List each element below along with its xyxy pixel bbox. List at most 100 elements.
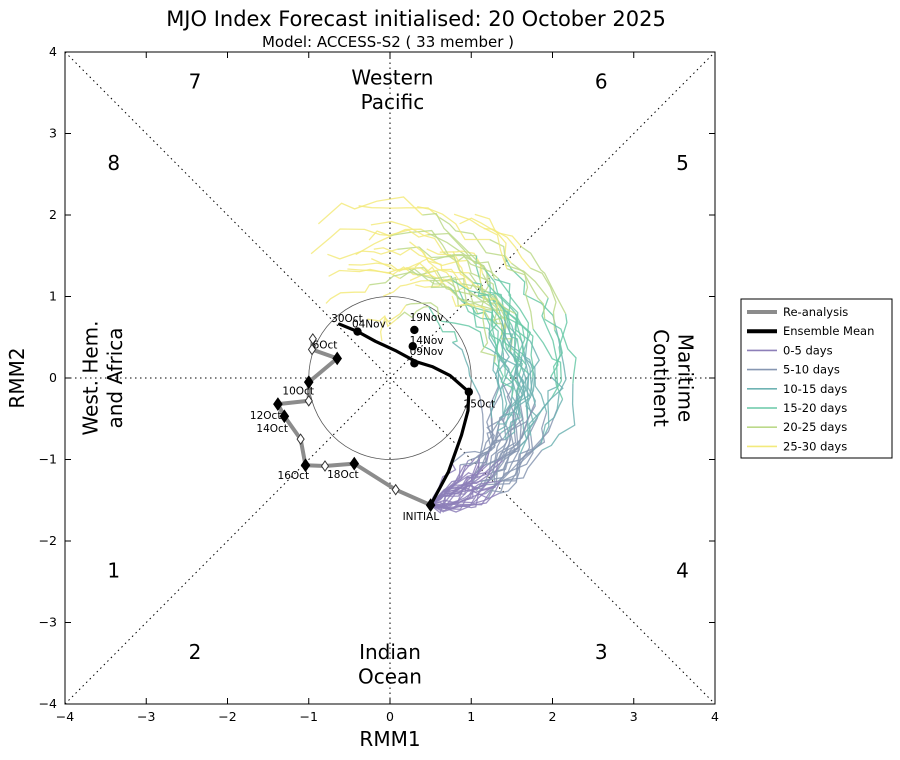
member-m30-seg5 [433, 253, 499, 279]
x-tick-label-7: 3 [630, 709, 638, 724]
member-m27-seg1 [430, 460, 504, 506]
member-m30-seg6 [373, 247, 434, 261]
member-m32-seg6 [405, 262, 463, 284]
member-m32-seg3 [497, 377, 534, 432]
member-m33-seg5 [479, 318, 497, 363]
member-m17-seg3 [452, 341, 479, 393]
member-m29-seg2 [490, 449, 543, 493]
member-m27-seg4 [473, 282, 506, 320]
region-indian-ocean-l2: Ocean [358, 665, 422, 689]
member-m28-seg3 [520, 339, 548, 413]
y-tick-label-0: −4 [39, 696, 57, 711]
member-m13-seg6 [328, 268, 401, 280]
member-m31-seg2 [469, 417, 493, 467]
legend-label-3: 0-5 days [783, 343, 833, 357]
guide-diagonal-2 [64, 51, 716, 705]
member-m27-seg3 [503, 319, 518, 391]
member-m14-seg6 [370, 220, 445, 253]
reanalysis-marker-filled-6 [349, 456, 360, 471]
member-m31-seg1 [430, 465, 470, 506]
member-m33-seg3 [503, 396, 521, 439]
member-m23-seg5 [369, 271, 452, 286]
legend-label-1: Re-analysis [783, 305, 848, 319]
member-m33-seg4 [493, 361, 515, 397]
reanalysis-marker-open-1 [308, 333, 317, 345]
phase-label-6: 6 [595, 70, 608, 94]
member-m30-seg2 [497, 414, 522, 482]
reanalysis-marker-filled-2 [303, 375, 314, 389]
member-m32-seg5 [461, 282, 516, 315]
region-maritime-l2: Continent [649, 329, 673, 427]
reanalysis-track [273, 333, 436, 513]
member-m12-seg6 [379, 304, 407, 342]
member-m17-seg5 [396, 305, 429, 320]
phase-label-4: 4 [676, 559, 689, 583]
y-tick-label-7: 3 [49, 126, 57, 141]
member-m14-seg4 [487, 283, 531, 342]
member-m17-seg6 [367, 315, 398, 328]
member-m26-seg5 [489, 238, 549, 299]
member-m27-seg6 [327, 248, 398, 260]
region-west-hem-l1: West. Hem. [79, 320, 103, 435]
member-m16-seg3 [502, 331, 537, 402]
member-m29-seg6 [453, 213, 508, 270]
region-western-pacific-l1: Western [351, 66, 433, 90]
member-m30-seg4 [497, 277, 532, 357]
y-tick-label-5: 1 [49, 289, 57, 304]
phase-label-5: 5 [676, 151, 689, 175]
member-m24-seg1 [430, 493, 486, 513]
member-m31-seg5 [451, 278, 493, 310]
member-m20-seg5 [430, 277, 474, 309]
member-m4-seg4 [556, 313, 568, 387]
member-m11-seg5 [390, 229, 477, 257]
y-tick-label-2: −2 [39, 533, 57, 548]
reanalysis-marker-open-6 [391, 483, 400, 496]
region-maritime-l1: Maritime [673, 334, 697, 422]
member-m28-seg4 [483, 267, 523, 341]
member-m26-seg3 [528, 376, 564, 437]
ensemble-mean-marker-2 [410, 359, 419, 368]
mean-date-label-1: 25Oct [464, 398, 496, 410]
chart-subtitle: Model: ACCESS-S2 ( 33 member ) [262, 33, 514, 51]
member-m27-seg2 [502, 390, 516, 462]
mean-date-label-6: 04Nov [352, 318, 386, 330]
member-m25-seg2 [483, 405, 536, 467]
member-m29-seg5 [506, 268, 546, 320]
reanalysis-date-label-1: 6Oct [313, 340, 338, 352]
member-m17-seg4 [428, 306, 458, 344]
member-m7-seg6 [358, 205, 441, 219]
region-indian-ocean-l1: Indian [359, 640, 421, 664]
member-m25-seg4 [494, 278, 530, 337]
mean-date-label-2: 09Nov [410, 346, 444, 358]
ensemble-mean-line [338, 322, 471, 507]
reanalysis-marker-filled-1 [332, 351, 342, 366]
x-tick-label-2: −2 [218, 709, 236, 724]
phase-label-7: 7 [189, 70, 202, 94]
member-m4-seg3 [540, 386, 558, 442]
ensemble-mean-marker-1 [464, 387, 474, 397]
x-tick-label-6: 2 [549, 709, 557, 724]
phase-label-2: 2 [189, 640, 202, 664]
reanalysis-marker-open-2 [307, 343, 317, 356]
member-m23-seg3 [497, 319, 510, 387]
x-tick-label-4: 0 [386, 709, 394, 724]
member-m18-seg4 [503, 309, 519, 373]
member-m4-seg5 [521, 246, 567, 315]
ensemble-mean-marker-3 [408, 342, 417, 351]
member-m9-seg6 [383, 279, 430, 297]
member-m22-seg3 [499, 375, 532, 425]
x-tick-label-5: 1 [467, 709, 475, 724]
mean-date-label-4: 19Nov [410, 312, 444, 324]
member-m19-seg5 [530, 267, 557, 330]
mean-date-label-3: 14Nov [410, 335, 444, 347]
x-tick-label-8: 4 [711, 709, 719, 724]
legend-label-4: 5-10 days [783, 363, 840, 377]
y-tick-label-8: 4 [49, 44, 57, 59]
member-m26-seg6 [417, 206, 490, 241]
member-m11-seg6 [310, 228, 391, 255]
reanalysis-marker-open-5 [320, 460, 330, 472]
member-m25-seg5 [427, 232, 496, 280]
member-m33-seg2 [451, 437, 505, 464]
y-tick-label-3: −1 [39, 452, 57, 467]
